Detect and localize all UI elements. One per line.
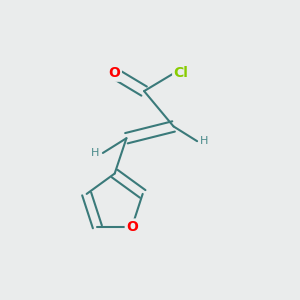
Text: H: H [91, 148, 100, 158]
Text: H: H [200, 136, 209, 146]
Text: O: O [126, 220, 138, 234]
Text: O: O [109, 66, 121, 80]
Text: Cl: Cl [173, 66, 188, 80]
